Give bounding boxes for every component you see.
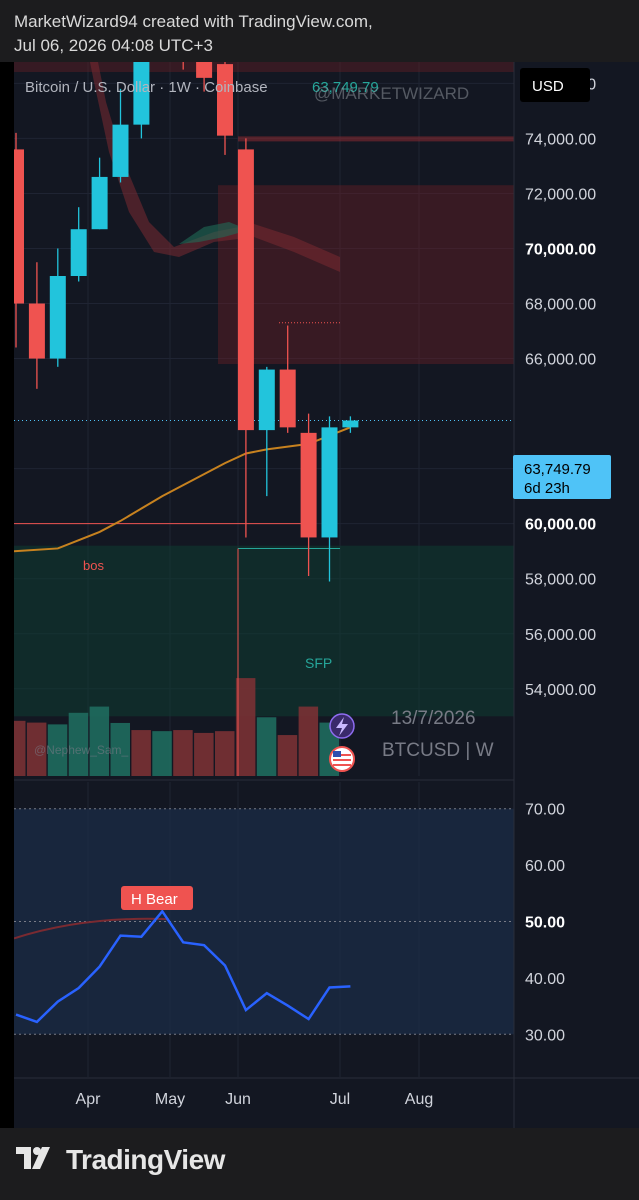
volume-bar — [68, 712, 89, 776]
candle-body — [70, 229, 87, 276]
candle-body — [217, 64, 233, 136]
time-tick-label: Jun — [225, 1091, 251, 1108]
candle-body — [279, 369, 296, 428]
candle-body — [237, 149, 254, 431]
volume-bar — [6, 720, 26, 776]
candle-body — [28, 303, 45, 359]
zones — [14, 62, 514, 717]
candle-body — [133, 42, 150, 125]
rsi-tick-label: 50.00 — [525, 915, 565, 932]
volume-bar — [110, 722, 130, 776]
currency-label[interactable]: USD — [532, 78, 564, 95]
volume-bar — [194, 732, 214, 776]
rsi-bear-line — [13, 917, 170, 940]
tradingview-logo: TradingView — [16, 1144, 225, 1176]
top-band — [14, 62, 514, 72]
volume-bar — [152, 731, 172, 776]
legend-price: 63,749.79 — [312, 79, 379, 96]
us-flag-icon[interactable] — [329, 746, 355, 772]
lightning-icon[interactable] — [329, 713, 355, 739]
price-tick-label: 56,000.00 — [525, 627, 596, 644]
time-tick-label: Aug — [405, 1091, 433, 1108]
author-line: MarketWizard94 created with TradingView.… — [14, 12, 373, 31]
ma-line — [13, 426, 351, 553]
bos-label: bos — [83, 558, 104, 573]
credit-watermark: @Nephew_Sam_ — [34, 743, 129, 757]
level-lines — [14, 322, 514, 776]
volume-bar — [89, 706, 110, 776]
volume-bar — [215, 731, 235, 776]
footer: TradingView — [0, 1128, 639, 1200]
volume-bar — [256, 717, 277, 776]
volume-bar — [277, 735, 298, 776]
time-tick-label: Jul — [330, 1091, 350, 1108]
chart-area[interactable]: 76,000.0074,000.0072,000.0070,000.0068,0… — [6, 6, 639, 1128]
currency-badge[interactable] — [520, 68, 590, 102]
supply-zone — [218, 185, 514, 365]
current-price-value: 63,749.79 — [524, 461, 591, 478]
price-tick-label: 54,000.00 — [525, 682, 596, 699]
price-tick-label: 74,000.00 — [525, 131, 596, 148]
candle-body — [196, 42, 213, 78]
rsi-tick-label: 40.00 — [525, 971, 565, 988]
candle-body — [342, 420, 359, 428]
h-bear-badge — [121, 886, 193, 910]
date-watermark: 13/7/2026 — [391, 708, 476, 729]
rsi-tick-label: 70.00 — [525, 802, 565, 819]
demand-zone — [14, 545, 514, 717]
time-tick-label: Apr — [76, 1091, 102, 1108]
ribbon-green — [179, 222, 249, 244]
price-tick-label: 60,000.00 — [525, 517, 596, 534]
rsi-pane — [13, 779, 514, 1035]
price-tick-label: 72,000.00 — [525, 186, 596, 203]
price-tick-label: 68,000.00 — [525, 297, 596, 314]
supply-line — [238, 136, 514, 142]
price-tick-label: 58,000.00 — [525, 572, 596, 589]
price-label-box — [513, 455, 611, 499]
candle-body — [49, 276, 66, 359]
rsi-tick-label: 60.00 — [525, 858, 565, 875]
volume-bar — [298, 706, 319, 776]
timestamp-line: Jul 06, 2026 04:08 UTC+3 — [14, 36, 213, 55]
chart-svg[interactable]: 76,000.0074,000.0072,000.0070,000.0068,0… — [6, 6, 639, 1128]
candle-body — [300, 432, 317, 538]
moving-average — [13, 426, 351, 553]
rsi-tick-label: 30.00 — [525, 1027, 565, 1044]
axes: 76,000.0074,000.0072,000.0070,000.0068,0… — [14, 62, 639, 1128]
ticker-watermark: BTCUSD | W — [382, 740, 494, 761]
sfp-label: SFP — [305, 655, 332, 671]
h-bear-label: H Bear — [131, 891, 178, 908]
price-tick-label: 66,000.00 — [525, 352, 596, 369]
volume-bar — [26, 722, 47, 776]
ribbon-cloud — [90, 62, 340, 272]
time-tick-label: May — [155, 1091, 185, 1108]
candle-body — [91, 176, 108, 230]
symbol-legend[interactable]: Bitcoin / U.S. Dollar · 1W · Coinbase — [25, 79, 268, 96]
ribbon-band — [90, 62, 340, 272]
watermark-handle: @MARKETWIZARD — [314, 84, 469, 103]
candle-body — [258, 369, 275, 431]
candle-body — [8, 149, 24, 304]
volume-bars — [6, 678, 339, 776]
tradingview-icon — [16, 1147, 50, 1169]
volume-bar — [173, 730, 193, 776]
volume-bar — [235, 678, 256, 776]
volume-bar — [47, 724, 68, 776]
rsi-line — [15, 909, 351, 1024]
candle-body — [112, 124, 129, 177]
volume-bar — [131, 730, 151, 776]
price-tick-label: 70,000.00 — [525, 241, 596, 258]
candle-body — [321, 427, 338, 538]
countdown: 6d 23h — [524, 480, 570, 497]
share-header: MarketWizard94 created with TradingView.… — [0, 0, 639, 62]
